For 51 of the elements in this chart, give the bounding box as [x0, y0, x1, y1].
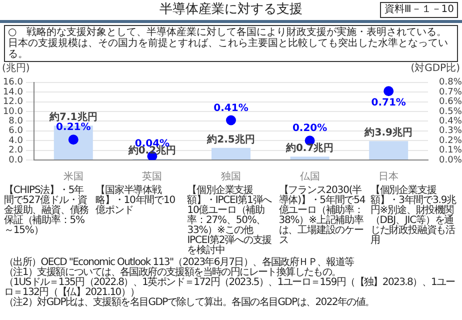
text: （注1）支援額については、各国政府の支援額を当時の円にレート換算したもの。: [4, 267, 341, 278]
point: [226, 115, 236, 126]
data-label: 約0.2兆円: [127, 144, 176, 157]
y2-tick-label: 0.5%: [439, 106, 462, 117]
y2-tick-label: 0.6%: [439, 97, 462, 108]
text: （1USドル＝135円（2022.8）、1英ポンド＝172円（2023.5）、1ユーロ＝159円（【独】2023.8）、1ユーロ＝132円（【仏】2021.10））: [4, 277, 456, 298]
text: 【個別企業支援額】・IPCEI第1弾へ10億ユーロ（補助率：27%、50%、33%）※この他IPCEI第2弾への支援を検討中: [186, 185, 273, 256]
data-label: 0.41%: [214, 102, 248, 114]
y2-tick-label: 0.4%: [439, 116, 462, 127]
x-tick-label: 英国: [142, 170, 162, 183]
bar: [290, 156, 330, 160]
y-tick-label: 2.0: [8, 146, 24, 156]
y2-axis-title: (対GDP比): [410, 63, 460, 74]
x-tick-label: 独国: [221, 170, 241, 183]
text: 資料Ⅲ－１－10: [380, 2, 458, 18]
y-tick-label: 12.0: [2, 97, 24, 108]
data-label: 0.20%: [292, 123, 328, 134]
y-tick-label: 14.0: [2, 87, 24, 98]
y2-tick-label: 0.1%: [439, 146, 462, 156]
text: 【個別企業支援額】・3年間で3.9兆円※別途、財投機関（DBJ、JIC等）を通じた財政投融資も活用: [369, 185, 458, 248]
y-tick-label: 8.0: [8, 116, 24, 127]
text: （出所）OECD "Economic Outlook 113"（2023年6月7日）、各国政府ＨＰ、報道等: [4, 257, 355, 268]
y2-tick-label: 0.3%: [439, 126, 462, 136]
data-label: 約0.7兆円: [284, 142, 334, 154]
bar: [369, 141, 408, 160]
y-tick-label: 4.0: [8, 136, 24, 146]
x-tick-label: 日本: [378, 170, 399, 183]
text: 【国家半導体戦略】・10年間で10億ポンド: [94, 185, 176, 218]
y-tick-label: 6.0: [8, 126, 24, 136]
text: （注2）対GDP比は、支援額を名目GDPで除して算出。各国の名目GDPは、2022年の値。: [4, 297, 376, 308]
bar: [211, 148, 251, 160]
data-label: 約7.1兆円: [48, 111, 98, 124]
y2-tick-label: 0.8%: [439, 78, 462, 88]
data-label: 約3.9兆円: [364, 126, 412, 139]
y2-tick-label: 0.2%: [439, 136, 462, 146]
chart-subtitle: ○ 戦略的な支援対象として、半導体産業に対して各国により財政支援が実施・表明されている。日本の支援規模は、その国力を前提とすれば、これら主要国と比較しても突出した水準となっている。: [4, 25, 458, 62]
x-tick-label: 米国: [63, 170, 84, 183]
text: 【CHIPS法】・5年間で527億ドル・資金援助、融資、債務保証（補助率：5%～15%）: [3, 185, 90, 238]
data-label: 0.71%: [371, 98, 406, 109]
chart-title: 半導体産業に対する支援: [160, 2, 302, 17]
y-tick-label: 16.0: [2, 78, 24, 88]
y2-tick-label: 0.0%: [439, 155, 462, 166]
data-label: 0.21%: [56, 122, 91, 134]
y-tick-label: 10.0: [2, 106, 24, 117]
text: 【フランス2030(半導体)】・5年間で54億ユーロ（補助率：38%）※上記補助率は、工場建設のケース: [278, 185, 366, 248]
y-tick-label: 0.0: [8, 155, 24, 166]
y-axis-title: (兆円): [2, 63, 30, 74]
y2-tick-label: 0.7%: [439, 87, 462, 98]
data-label: 約2.5兆円: [206, 133, 255, 146]
x-tick-label: 仏国: [298, 172, 320, 183]
point: [384, 86, 394, 96]
